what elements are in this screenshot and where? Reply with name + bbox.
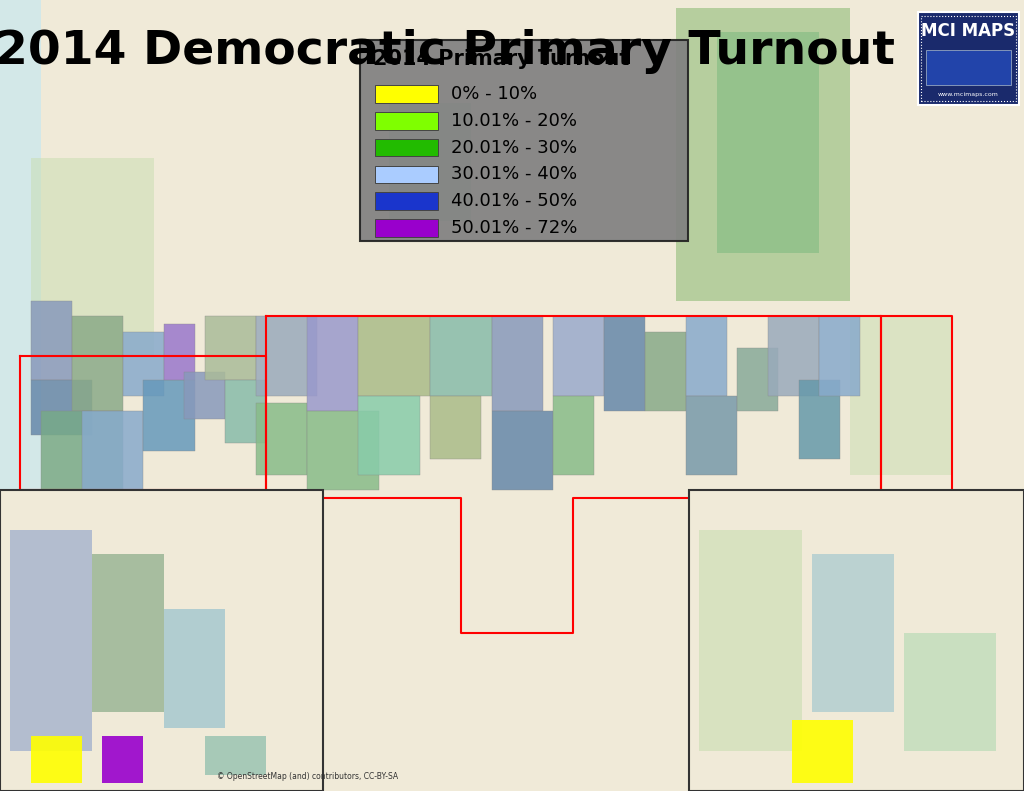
Text: 50.01% - 72%: 50.01% - 72% — [451, 219, 577, 237]
Bar — [375, 112, 438, 130]
Text: 40.01% - 50%: 40.01% - 50% — [451, 192, 577, 210]
Bar — [205, 316, 256, 380]
Bar — [553, 316, 604, 396]
Bar — [256, 403, 307, 475]
Bar — [430, 396, 481, 459]
Bar — [389, 103, 471, 221]
Bar — [164, 609, 225, 728]
Bar — [737, 348, 778, 411]
Bar — [492, 316, 543, 411]
Text: www.mcimaps.com: www.mcimaps.com — [938, 92, 998, 97]
Text: 2014 Democratic Primary Turnout: 2014 Democratic Primary Turnout — [0, 29, 895, 74]
Bar — [699, 530, 802, 751]
Bar — [307, 316, 358, 411]
Bar — [123, 332, 164, 396]
Bar — [768, 316, 819, 396]
Bar — [686, 316, 727, 396]
Bar — [92, 554, 164, 712]
Bar — [492, 411, 553, 490]
Bar — [645, 332, 686, 411]
Text: 0% - 10%: 0% - 10% — [451, 85, 537, 103]
Bar — [921, 16, 1016, 101]
Bar — [307, 411, 379, 490]
Bar — [31, 380, 92, 435]
Bar — [375, 219, 438, 237]
Bar — [184, 372, 225, 419]
Bar — [375, 139, 438, 157]
Bar — [256, 316, 317, 396]
Bar — [430, 316, 492, 396]
Bar — [792, 720, 853, 783]
Bar — [31, 158, 154, 356]
Text: 20.01% - 30%: 20.01% - 30% — [451, 138, 577, 157]
Text: 2014 Primary Turnout: 2014 Primary Turnout — [373, 49, 629, 69]
Bar — [225, 380, 266, 443]
Bar — [375, 165, 438, 183]
Text: © OpenStreetMap (and) contributors, CC-BY-SA: © OpenStreetMap (and) contributors, CC-B… — [217, 772, 397, 781]
Bar — [926, 50, 1011, 85]
Bar — [72, 316, 123, 411]
Bar — [553, 396, 594, 475]
Text: 30.01% - 40%: 30.01% - 40% — [451, 165, 577, 184]
Bar — [676, 8, 850, 301]
Bar — [205, 736, 266, 775]
Bar — [850, 316, 952, 475]
Bar — [799, 380, 840, 459]
Bar — [904, 633, 996, 751]
Bar — [0, 490, 323, 791]
Bar — [164, 324, 195, 380]
Bar — [82, 411, 143, 490]
Bar — [360, 40, 688, 241]
Bar — [31, 736, 82, 783]
Bar — [375, 85, 438, 103]
Bar — [31, 301, 72, 380]
Bar — [918, 12, 1019, 105]
Bar — [717, 32, 819, 253]
Bar — [358, 396, 420, 475]
Bar — [102, 736, 143, 783]
Bar — [604, 316, 645, 411]
Bar — [686, 396, 737, 475]
Text: 10.01% - 20%: 10.01% - 20% — [451, 112, 577, 130]
Text: MCI MAPS: MCI MAPS — [922, 21, 1015, 40]
Bar — [689, 490, 1024, 791]
Bar — [812, 554, 894, 712]
Bar — [358, 316, 430, 396]
Bar — [10, 530, 92, 751]
Bar — [375, 192, 438, 210]
Bar — [0, 0, 41, 514]
Bar — [143, 380, 195, 451]
Bar — [41, 411, 123, 490]
Bar — [819, 316, 860, 396]
